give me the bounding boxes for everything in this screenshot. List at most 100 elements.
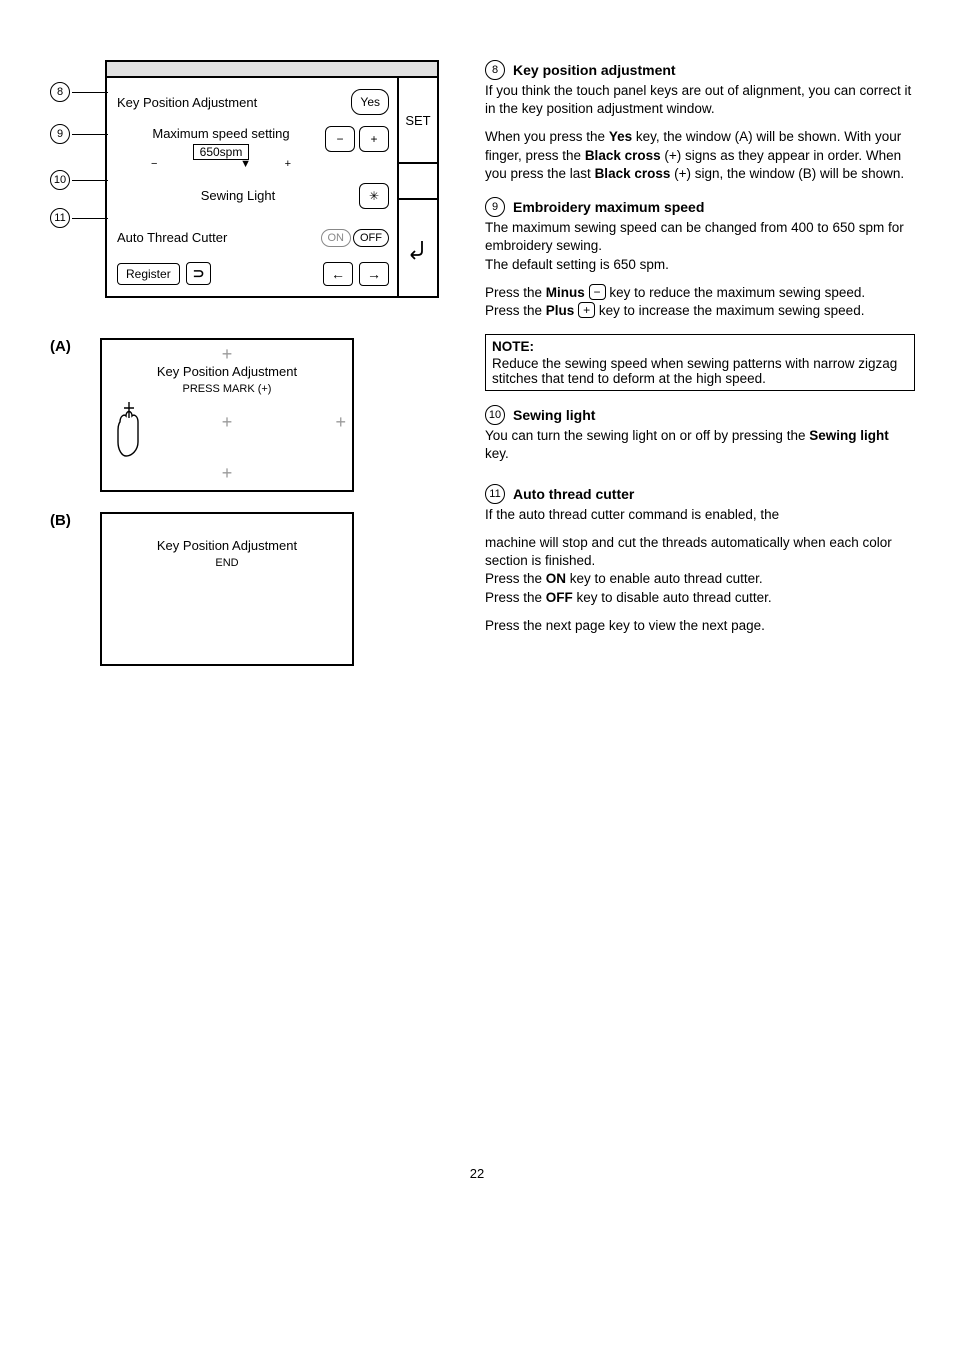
entry-10-body: You can turn the sewing light on or off … — [485, 427, 915, 463]
entry-10: 10 Sewing light You can turn the sewing … — [485, 405, 915, 463]
entry-9-num: 9 — [485, 197, 505, 217]
auto-cutter-on-button[interactable]: ON — [321, 229, 352, 247]
scale-plus: + — [285, 158, 291, 171]
callout-10-number: 10 — [50, 170, 70, 190]
speed-plus-button[interactable]: + — [359, 126, 389, 152]
cross-icon: + — [222, 412, 233, 433]
note-body: Reduce the sewing speed when sewing patt… — [492, 356, 908, 386]
next-page-button[interactable]: → — [359, 262, 389, 286]
callout-9: 9 — [50, 124, 108, 144]
entry-11-head: 11 Auto thread cutter — [485, 484, 915, 504]
prev-page-button[interactable]: ← — [323, 262, 353, 286]
callout-10: 10 — [50, 170, 108, 190]
cross-icon: + — [222, 463, 233, 484]
callout-lead — [72, 92, 108, 93]
yes-bold: Yes — [609, 129, 632, 144]
callout-8: 8 — [50, 82, 108, 102]
sub-panel-a-row: (A) + Key Position Adjustment PRESS MARK… — [50, 338, 450, 492]
panel-side-column: SET — [397, 78, 437, 296]
black-cross-bold: Black cross — [585, 148, 661, 163]
sub-a-label: (A) — [50, 338, 100, 355]
entry-11-body2: machine will stop and cut the threads au… — [485, 534, 915, 570]
entry-9-minus: Press the Minus − key to reduce the maxi… — [485, 284, 915, 302]
note-title: NOTE: — [492, 339, 908, 354]
entry-8-body: If you think the touch panel keys are ou… — [485, 82, 915, 118]
max-speed-row: Maximum speed setting 650spm − ▼ + — [117, 126, 389, 172]
entry-11-on: Press the ON key to enable auto thread c… — [485, 570, 915, 588]
set-button[interactable]: SET — [399, 78, 437, 164]
note-box: NOTE: Reduce the sewing speed when sewin… — [485, 334, 915, 391]
sub-b-label: (B) — [50, 512, 100, 529]
inline-minus-key: − — [589, 284, 606, 300]
settings-panel: Key Position Adjustment Yes Maximum spee… — [105, 60, 439, 298]
sewing-light-button[interactable]: ✳ — [359, 183, 389, 209]
callout-lead — [72, 180, 108, 181]
undo-button[interactable]: ⊃ — [186, 262, 212, 285]
entry-8-title: Key position adjustment — [513, 62, 676, 78]
callout-8-number: 8 — [50, 82, 70, 102]
max-speed-block: Maximum speed setting 650spm − ▼ + — [117, 126, 325, 172]
settings-panel-wrapper: 8 9 10 11 Key Position Adj — [50, 60, 450, 298]
sub-b-subtitle: END — [102, 557, 352, 569]
entry-11-num: 11 — [485, 484, 505, 504]
black-cross-bold: Black cross — [595, 166, 671, 181]
entry-8: 8 Key position adjustment If you think t… — [485, 60, 915, 183]
sub-panel-b: Key Position Adjustment END — [100, 512, 354, 666]
sub-panel-a: + Key Position Adjustment PRESS MARK (+)… — [100, 338, 354, 492]
panel-main-area: Key Position Adjustment Yes Maximum spee… — [107, 78, 397, 296]
entry-11-next: Press the next page key to view the next… — [485, 617, 915, 635]
max-speed-label: Maximum speed setting — [117, 126, 325, 142]
hand-pointer-icon — [112, 400, 146, 460]
sewing-light-label: Sewing Light — [117, 188, 359, 203]
entry-10-num: 10 — [485, 405, 505, 425]
entry-11: 11 Auto thread cutter If the auto thread… — [485, 484, 915, 635]
panel-bottom-row: Register ⊃ ← → — [117, 262, 389, 286]
entry-8-head: 8 Key position adjustment — [485, 60, 915, 80]
cross-icon: + — [335, 412, 346, 433]
scale-pointer-icon: ▼ — [240, 158, 251, 171]
callout-9-number: 9 — [50, 124, 70, 144]
auto-cutter-row: Auto Thread Cutter ON OFF — [117, 220, 389, 256]
speed-scale: − ▼ + — [161, 160, 281, 172]
yes-button[interactable]: Yes — [351, 89, 389, 115]
pager-buttons: ← → — [323, 262, 389, 286]
side-spacer — [399, 164, 437, 200]
key-position-label: Key Position Adjustment — [117, 95, 351, 110]
callout-lead — [72, 218, 108, 219]
entry-10-title: Sewing light — [513, 407, 595, 423]
entry-9-plus: Press the Plus + key to increase the max… — [485, 302, 915, 320]
panel-body: Key Position Adjustment Yes Maximum spee… — [107, 78, 437, 296]
right-column: 8 Key position adjustment If you think t… — [485, 60, 915, 686]
cross-icon: + — [222, 344, 233, 365]
entry-11-title: Auto thread cutter — [513, 486, 634, 502]
key-position-row: Key Position Adjustment Yes — [117, 84, 389, 120]
entry-9-title: Embroidery maximum speed — [513, 199, 704, 215]
page-number: 22 — [50, 1166, 904, 1181]
auto-cutter-label: Auto Thread Cutter — [117, 230, 321, 245]
register-button[interactable]: Register — [117, 263, 180, 285]
inline-plus-key: + — [578, 302, 595, 318]
back-arrow-icon — [406, 236, 430, 260]
sub-panel-b-row: (B) Key Position Adjustment END — [50, 512, 450, 666]
entry-9-head: 9 Embroidery maximum speed — [485, 197, 915, 217]
speed-minus-button[interactable]: − — [325, 126, 355, 152]
light-icon: ✳ — [369, 189, 379, 203]
sewing-light-row: Sewing Light ✳ — [117, 178, 389, 214]
entry-9-body-default: The default setting is 650 spm. — [485, 256, 915, 274]
auto-cutter-toggle: ON OFF — [321, 229, 390, 247]
callout-11: 11 — [50, 208, 108, 228]
side-back-button[interactable] — [399, 200, 437, 296]
callout-11-number: 11 — [50, 208, 70, 228]
scale-minus: − — [151, 158, 157, 171]
entry-11-body1: If the auto thread cutter command is ena… — [485, 506, 915, 524]
entry-9: 9 Embroidery maximum speed The maximum s… — [485, 197, 915, 320]
speed-btn-group: − + — [325, 126, 389, 152]
entry-8-num: 8 — [485, 60, 505, 80]
panel-header-bar — [107, 62, 437, 78]
sub-a-subtitle: PRESS MARK (+) — [102, 383, 352, 395]
entry-9-body: The maximum sewing speed can be changed … — [485, 219, 915, 255]
auto-cutter-off-button[interactable]: OFF — [353, 229, 389, 247]
sub-a-title: Key Position Adjustment — [102, 364, 352, 379]
callout-lead — [72, 134, 108, 135]
entry-8-body2: When you press the Yes key, the window (… — [485, 128, 915, 183]
